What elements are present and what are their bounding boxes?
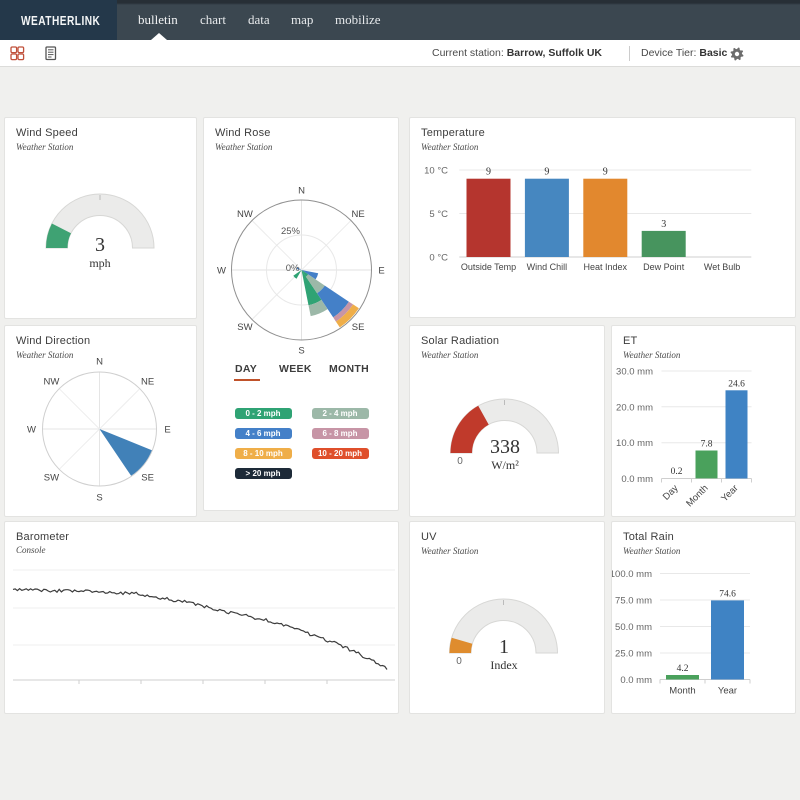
svg-text:SE: SE [141, 473, 154, 484]
svg-text:W: W [27, 425, 36, 436]
svg-text:50.0 mm: 50.0 mm [615, 622, 652, 633]
svg-text:0 °C: 0 °C [429, 253, 448, 264]
svg-text:E: E [164, 425, 170, 436]
svg-text:20.0 mm: 20.0 mm [616, 402, 653, 413]
svg-text:3: 3 [661, 219, 666, 230]
svg-text:N: N [298, 186, 305, 197]
svg-text:Day: Day [661, 483, 681, 503]
svg-text:NE: NE [351, 209, 364, 220]
svg-text:Heat Index: Heat Index [584, 262, 628, 272]
svg-text:Year: Year [718, 686, 737, 697]
svg-text:0.0 mm: 0.0 mm [621, 474, 653, 485]
svg-text:25%: 25% [281, 226, 301, 237]
svg-text:0.2: 0.2 [671, 467, 683, 477]
svg-text:74.6: 74.6 [719, 589, 736, 599]
svg-text:7.8: 7.8 [701, 440, 713, 450]
svg-text:4.2: 4.2 [677, 664, 689, 674]
svg-text:10 °C: 10 °C [424, 166, 448, 177]
svg-text:Wet Bulb: Wet Bulb [704, 262, 740, 272]
svg-text:25.0 mm: 25.0 mm [615, 649, 652, 660]
svg-text:75.0 mm: 75.0 mm [615, 596, 652, 607]
svg-text:30.0 mm: 30.0 mm [616, 367, 653, 378]
svg-text:S: S [96, 493, 102, 504]
svg-text:SW: SW [44, 473, 59, 484]
svg-text:100.0 mm: 100.0 mm [612, 569, 652, 580]
svg-text:Month: Month [669, 686, 695, 697]
svg-text:10.0 mm: 10.0 mm [616, 438, 653, 449]
svg-text:24.6: 24.6 [728, 379, 745, 389]
svg-text:Dew Point: Dew Point [643, 262, 685, 272]
svg-text:0.0 mm: 0.0 mm [620, 675, 652, 686]
svg-text:9: 9 [486, 167, 491, 178]
svg-text:NE: NE [141, 376, 154, 387]
svg-text:NW: NW [43, 376, 59, 387]
svg-text:0%: 0% [286, 263, 300, 274]
svg-text:N: N [96, 357, 103, 368]
svg-text:E: E [378, 266, 384, 277]
svg-text:NW: NW [237, 209, 253, 220]
svg-text:SE: SE [352, 322, 365, 333]
svg-text:S: S [298, 346, 304, 357]
svg-text:Month: Month [684, 483, 710, 509]
svg-text:5 °C: 5 °C [429, 209, 448, 220]
svg-text:Outside Temp: Outside Temp [461, 262, 516, 272]
svg-text:9: 9 [544, 167, 549, 178]
svg-text:W: W [217, 266, 226, 277]
svg-text:Wind Chill: Wind Chill [527, 262, 568, 272]
svg-text:Year: Year [719, 483, 740, 504]
svg-text:9: 9 [603, 167, 608, 178]
svg-text:SW: SW [237, 322, 252, 333]
